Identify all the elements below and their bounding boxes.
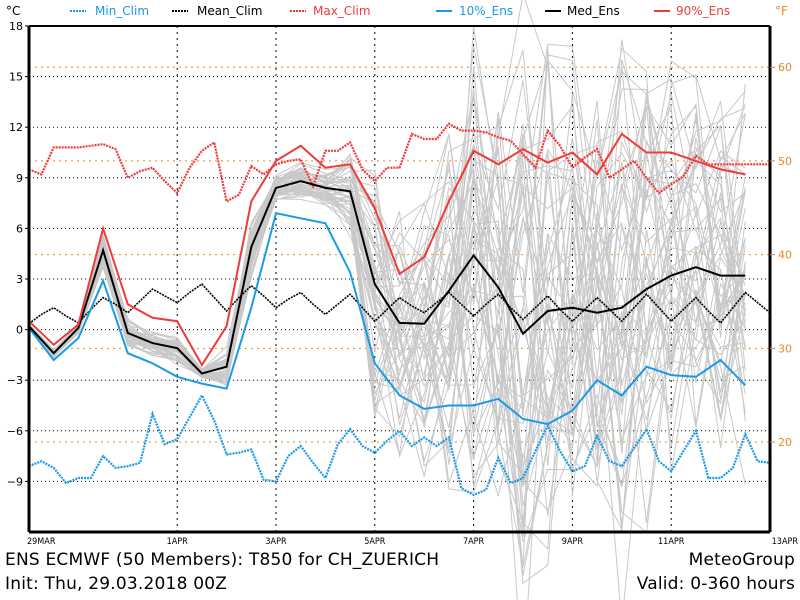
ensemble-member-line xyxy=(28,107,746,467)
x-tick-label: 7APR xyxy=(463,537,485,547)
fahrenheit-tick-label: 60 xyxy=(778,61,792,74)
legend-item-10pct-ens: 10%_Ens xyxy=(436,4,513,18)
y-tick-label: 15 xyxy=(9,71,23,84)
legend-item-90pct-ens: 90%_Ens xyxy=(654,4,730,18)
y-axis-unit-fahrenheit: °F xyxy=(775,4,788,18)
ensemble-member-line xyxy=(28,118,746,528)
y-tick-label: −6 xyxy=(7,425,23,438)
x-tick-label: 9APR xyxy=(562,537,584,547)
legend-item-mean-clim: Mean_Clim xyxy=(172,4,262,18)
series-min-clim xyxy=(28,393,771,497)
x-tick-label: 11APR xyxy=(658,537,685,547)
y-axis-unit-celsius: °C xyxy=(6,4,20,18)
ensemble-member-line xyxy=(28,167,746,498)
fahrenheit-tick-label: 30 xyxy=(778,342,792,355)
series-max-clim xyxy=(28,122,770,204)
ensemble-member-line xyxy=(28,100,746,374)
legend: °C Min_Clim Mean_Clim Max_Clim 10%_Ens M… xyxy=(6,4,788,18)
y-tick-label: 3 xyxy=(16,273,23,286)
legend-item-med-ens: Med_Ens xyxy=(545,4,620,18)
y-tick-labels: 18 15 12 9 6 3 0 −3 −6 −9 xyxy=(7,20,29,488)
y-tick-label: 18 xyxy=(9,20,23,33)
ensemble-member-line xyxy=(28,150,746,414)
legend-label-min-clim: Min_Clim xyxy=(95,4,149,18)
init-time: Init: Thu, 29.03.2018 00Z xyxy=(5,574,228,594)
ensemble-member-line xyxy=(28,94,746,404)
fahrenheit-tick-label: 20 xyxy=(778,436,792,449)
y-tick-label: −3 xyxy=(7,374,23,387)
ensemble-member-line xyxy=(28,47,746,478)
ensemble-members xyxy=(28,0,746,600)
x-tick-label: 13APR xyxy=(772,537,799,547)
x-tick-label: 5APR xyxy=(364,537,386,547)
legend-label-max-clim: Max_Clim xyxy=(313,4,371,18)
legend-label-mean-clim: Mean_Clim xyxy=(197,4,262,18)
legend-item-max-clim: Max_Clim xyxy=(290,4,371,18)
y-tick-label: −9 xyxy=(7,475,23,488)
series-lines xyxy=(28,122,771,497)
x-tick-label: 1APR xyxy=(167,537,189,547)
legend-label-90pct-ens: 90%_Ens xyxy=(676,4,730,18)
legend-label-10pct-ens: 10%_Ens xyxy=(459,4,513,18)
fahrenheit-tick-label: 40 xyxy=(778,249,792,262)
series-med-ens xyxy=(28,180,746,375)
fahrenheit-tick-labels: 60 50 40 30 20 xyxy=(770,61,792,449)
fahrenheit-tick-label: 50 xyxy=(778,155,792,168)
x-tick-labels: 29MAR 1APR 3APR 5APR 7APR 9APR 11APR 13APR xyxy=(27,537,798,547)
ensemble-member-line xyxy=(28,118,746,436)
ensemble-member-line xyxy=(28,175,746,576)
ensemble-member-line xyxy=(28,161,746,568)
y-tick-label: 6 xyxy=(16,222,23,235)
provider-label: MeteoGroup xyxy=(688,550,795,570)
y-tick-label: 0 xyxy=(16,324,23,337)
y-tick-label: 9 xyxy=(16,172,23,185)
series-mean-clim xyxy=(28,283,771,325)
x-tick-label: 29MAR xyxy=(27,537,56,547)
valid-range: Valid: 0-360 hours xyxy=(636,574,795,594)
x-tick-label: 3APR xyxy=(265,537,287,547)
y-tick-label: 12 xyxy=(9,121,23,134)
legend-label-med-ens: Med_Ens xyxy=(567,4,620,18)
series-90pct-ens xyxy=(28,132,746,367)
series-10pct-ens xyxy=(28,212,747,426)
legend-item-min-clim: Min_Clim xyxy=(70,4,149,18)
chart-title: ENS ECMWF (50 Members): T850 for CH_ZUER… xyxy=(5,550,440,570)
